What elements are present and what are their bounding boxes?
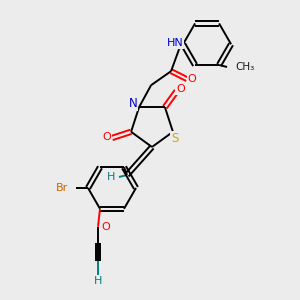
Text: O: O xyxy=(176,84,185,94)
Text: O: O xyxy=(188,74,197,84)
Text: O: O xyxy=(102,222,110,232)
Text: S: S xyxy=(171,132,178,145)
Text: HN: HN xyxy=(167,38,183,48)
Text: O: O xyxy=(103,132,111,142)
Text: H: H xyxy=(107,172,115,182)
Text: CH₃: CH₃ xyxy=(236,62,255,72)
Text: N: N xyxy=(129,97,137,110)
Text: H: H xyxy=(94,276,102,286)
Text: Br: Br xyxy=(56,183,68,193)
